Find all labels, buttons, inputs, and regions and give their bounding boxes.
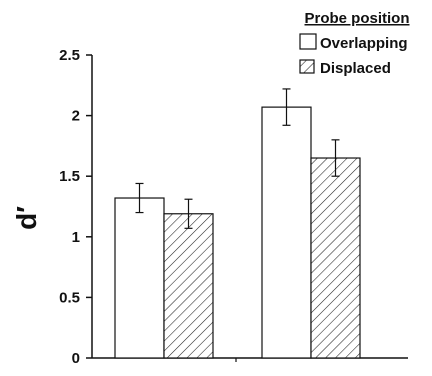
legend: Probe position Overlapping Displaced bbox=[299, 10, 410, 77]
legend-swatch-displaced bbox=[299, 59, 315, 74]
error-bars bbox=[135, 88, 340, 229]
y-axis-label: d′ bbox=[11, 206, 42, 230]
error-bar-displaced-1 bbox=[331, 139, 340, 177]
y-tick-label: 1 bbox=[72, 229, 80, 246]
legend-label-displaced: Displaced bbox=[320, 60, 391, 77]
error-bar-displaced-0 bbox=[184, 198, 193, 229]
y-tick-label: 0.5 bbox=[59, 289, 80, 306]
bar-overlapping-0 bbox=[114, 197, 165, 359]
bar-overlapping-1 bbox=[261, 106, 312, 359]
bars bbox=[114, 106, 361, 359]
y-ticks: 0 0.5 1 1.5 2 2.5 bbox=[59, 47, 237, 367]
legend-title: Probe position bbox=[305, 10, 410, 27]
bar-displaced-0 bbox=[163, 213, 214, 359]
y-tick-label: 2.5 bbox=[59, 47, 80, 64]
error-bar-overlapping-0 bbox=[135, 182, 144, 214]
y-tick-label: 0 bbox=[72, 350, 80, 367]
legend-swatch-overlapping bbox=[299, 33, 317, 50]
legend-label-overlapping: Overlapping bbox=[320, 35, 408, 52]
bar-displaced-1 bbox=[310, 157, 361, 359]
y-tick-label: 1.5 bbox=[59, 168, 80, 185]
error-bar-overlapping-1 bbox=[282, 88, 291, 126]
y-tick-label: 2 bbox=[72, 108, 80, 125]
